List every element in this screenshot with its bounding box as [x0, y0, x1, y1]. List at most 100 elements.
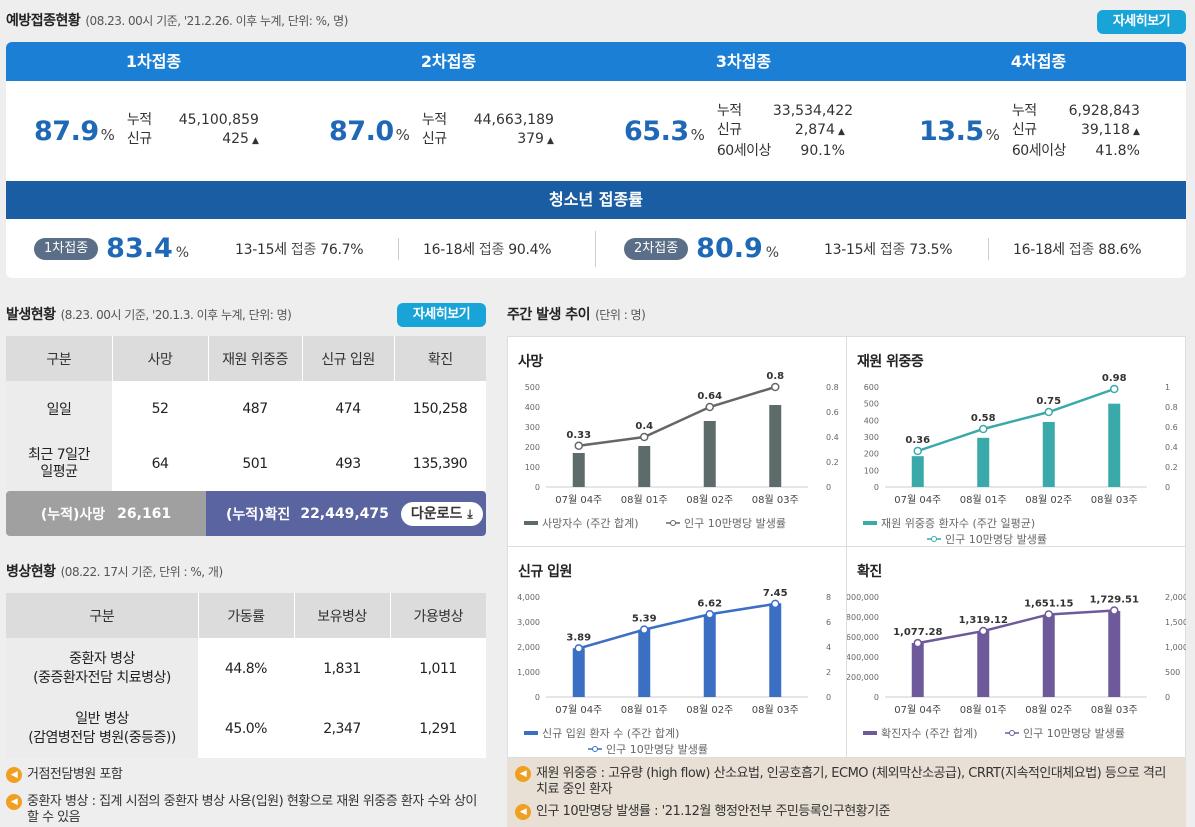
rate-point — [979, 626, 988, 636]
y-tick-left: 200,000 — [847, 673, 879, 682]
bar — [1042, 422, 1055, 487]
dose3-60plus-value: 90.1% — [800, 142, 845, 159]
y-tick-right: 0.8 — [1165, 403, 1178, 412]
table-row: 중환자 병상 (중증환자전담 치료병상) 44.8% 1,831 1,011 — [6, 638, 486, 699]
rate-point — [640, 625, 649, 634]
chart-panel-severe: 재원 위중증 0 100 200 300 400 500 600 0 0.2 0.4 0.6 0.8 1… — [847, 337, 1186, 547]
rate-line — [578, 602, 776, 650]
row-label: 최근 7일간 일평균 — [6, 436, 112, 491]
beds-header: 병상현황 (08.22. 17시 기준, 단위 : %, 개) — [6, 561, 223, 581]
beds-note: ◀ 거점전담병원 포함 — [6, 767, 486, 783]
cell: 1,831 — [323, 660, 361, 677]
dose4-cum-label: 누적 — [1011, 102, 1037, 119]
occurrence-subtitle: (8.23. 00시 기준, '20.1.3. 이후 누계, 단위: 명) — [60, 308, 292, 322]
occurrence-detail-button[interactable]: 자세히보기 — [397, 303, 486, 327]
chart-panel-admission: 신규 입원 0 1,000 2,000 3,000 4,000 0 2 4 6 8 07월 04주 0… — [508, 547, 847, 759]
dose1-details: 누적 45,100,859 신규 425 ▲ — [127, 111, 259, 151]
x-tick: 08월 03주 — [752, 494, 799, 506]
note-text: 중환자 병상 : 집계 시점의 중환자 병상 사용(입원) 현황으로 재원 위중… — [27, 794, 477, 825]
y-tick-left: 1,000 — [517, 668, 540, 677]
dose4-60plus-label: 60세이상 — [1011, 142, 1066, 159]
divider — [398, 237, 399, 260]
note-text: 거점전담병원 포함 — [27, 767, 123, 782]
dose3-rate: 65.3 — [624, 115, 689, 147]
dose3-cum-label: 누적 — [716, 102, 742, 119]
cell: 1,291 — [419, 720, 457, 737]
vaccination-detail-button[interactable]: 자세히보기 — [1097, 10, 1186, 34]
x-tick: 08월 01주 — [960, 494, 1007, 506]
y-tick-left: 300 — [525, 423, 540, 432]
col-header: 구분 — [6, 336, 112, 381]
divider — [595, 230, 596, 267]
bar — [1108, 611, 1121, 697]
bar — [572, 453, 585, 487]
dose1-cum-label: 누적 — [126, 112, 152, 128]
vacc-label: 접종 — [879, 241, 906, 258]
occurrence-table: 구분 사망 재원 위중증 신규 입원 확진 일일 52 487 474 150,… — [6, 336, 486, 491]
cell: 150,258 — [412, 400, 468, 417]
x-tick: 08월 02주 — [1025, 494, 1072, 506]
rate-label: 0.98 — [1102, 373, 1127, 384]
legend-line-marker — [592, 746, 598, 752]
chart-title: 재원 위중증 — [857, 354, 924, 370]
beds-subtitle: (08.22. 17시 기준, 단위 : %, 개) — [60, 565, 224, 579]
teen-first-badge: 1차접종 — [34, 237, 99, 260]
y-tick-left: 400,000 — [847, 653, 879, 662]
y-tick-left: 4,000 — [517, 593, 540, 602]
y-tick-left: 100 — [525, 463, 540, 472]
dose1-rate: 87.9 — [34, 115, 99, 147]
cell: 44.8% — [225, 660, 267, 677]
x-tick: 08월 02주 — [1025, 704, 1072, 716]
cum-confirm-value: 22,449,475 — [300, 505, 389, 522]
vaccination-card: 1차접종 2차접종 3차접종 4차접종 87.9 % 누적 45,100,859 … — [6, 42, 1186, 278]
rate-label: 0.33 — [566, 430, 591, 441]
cumulative-confirmed: (누적)확진 22,449,475 다운로드 ⤓ — [206, 491, 486, 536]
legend-bar-swatch — [524, 731, 538, 735]
dose2-unit: % — [395, 126, 410, 144]
vaccination-title: 예방접종현황 — [6, 13, 81, 29]
speaker-icon: ◀ — [6, 794, 22, 810]
cum-death-value: 26,161 — [117, 505, 172, 522]
speaker-icon: ◀ — [515, 804, 531, 820]
y-tick-left: 200 — [525, 443, 540, 452]
dose1-cell: 87.9 % 누적 45,100,859 신규 425 ▲ — [6, 81, 301, 181]
y-tick-left: 500 — [525, 383, 540, 392]
dose2-rate: 87.0 — [329, 115, 394, 147]
table-row: 일반 병상 (감염병전담 병원(중등증)) 45.0% 2,347 1,291 — [6, 699, 486, 758]
rate-label: 1,077.28 — [893, 627, 942, 638]
rate-point — [640, 432, 649, 442]
legend-line-label: 인구 10만명당 발생률 — [684, 517, 786, 530]
y-tick-right: 0.2 — [1165, 463, 1178, 472]
legend-line-label: 인구 10만명당 발생률 — [945, 533, 1047, 546]
dose4-new-value: 39,118 — [1080, 121, 1130, 138]
bar — [1042, 615, 1055, 697]
col-header: 신규 입원 — [301, 336, 394, 381]
y-tick-right: 1,500 — [1165, 618, 1186, 627]
legend-line-label: 인구 10만명당 발생률 — [1023, 727, 1125, 740]
vacc-label: 접종 — [1068, 241, 1095, 258]
y-tick-right: 0.6 — [1165, 423, 1178, 432]
y-tick-right: 4 — [826, 643, 831, 652]
y-tick-left: 800,000 — [847, 613, 879, 622]
dose2-cum-label: 누적 — [421, 112, 447, 128]
dose1-cum-value: 45,100,859 — [178, 112, 259, 128]
dose4-header: 4차접종 — [1010, 52, 1067, 71]
y-tick-left: 3,000 — [517, 618, 540, 627]
teen-rate-header: 청소년 접종률 — [6, 181, 1186, 219]
vacc-label: 접종 — [478, 241, 505, 258]
download-button[interactable]: 다운로드 ⤓ — [400, 501, 483, 526]
table-row: 최근 7일간 일평균 64 501 493 135,390 — [6, 436, 486, 491]
chart-panel-death: 사망 0 100 200 300 400 500 0 0.2 0.4 0.6 0.8 07월 04주 0… — [508, 337, 847, 547]
rate-point — [771, 382, 780, 392]
bar — [911, 643, 924, 697]
vaccination-subtitle: (08.23. 00시 기준, '21.2.26. 이후 누계, 단위: %, … — [85, 14, 348, 28]
dose2-header: 2차접종 — [420, 52, 477, 71]
dose1-header: 1차접종 — [125, 52, 182, 71]
y-tick-right: 0 — [1165, 693, 1170, 702]
x-tick: 07월 04주 — [555, 494, 602, 506]
rate-point — [1044, 407, 1053, 417]
y-tick-left: 0 — [535, 483, 540, 492]
x-tick: 08월 01주 — [960, 704, 1007, 716]
rate-line — [578, 385, 776, 447]
dose1-new-value: 425 — [222, 131, 249, 147]
